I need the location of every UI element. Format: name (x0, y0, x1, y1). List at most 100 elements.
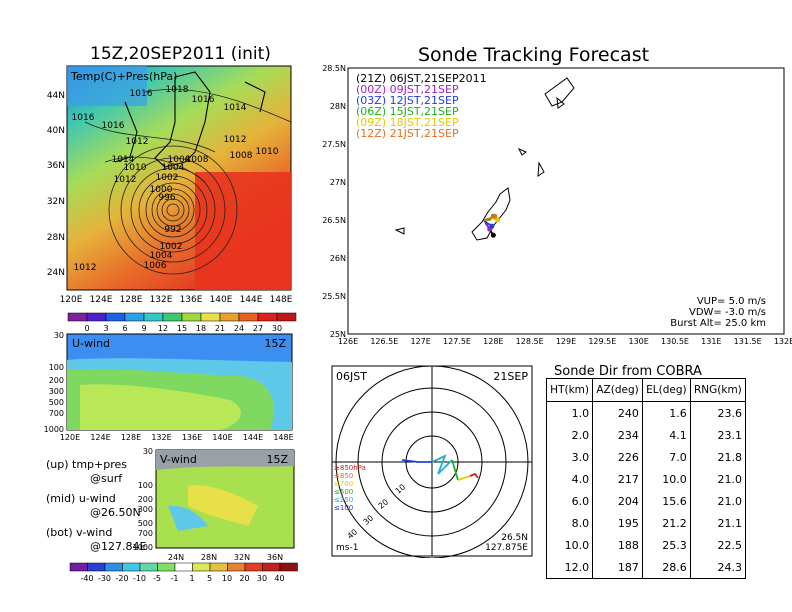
u-lon-tick: 144E (243, 433, 263, 442)
polar-level-label: ≤250 (334, 496, 353, 504)
u-level-tick: 300 (49, 387, 64, 396)
pressure-label: 1016 (192, 95, 215, 105)
temp-scale-label: 15 (177, 324, 187, 333)
track-legend-entry: (03Z) 12JST,21SEP (356, 94, 459, 107)
pressure-label: 1010 (124, 163, 147, 173)
wind-scale-label: 5 (207, 574, 212, 583)
table-title: Sonde Dir from COBRA (554, 364, 702, 379)
track-lat-tick: 28N (330, 102, 346, 111)
track-legend-entry: (21Z) 06JST,21SEP2011 (356, 72, 487, 85)
wind-scale-label: -5 (153, 574, 161, 583)
u-wind-time: 15Z (264, 337, 286, 350)
v-level-tick: 1000 (133, 543, 153, 552)
temp-scale-label: 24 (234, 324, 244, 333)
table-cell: 195 (592, 512, 643, 534)
vup-param: VUP= 5.0 m/s (697, 296, 766, 307)
wind-scale-label: 10 (222, 574, 232, 583)
track-lon-tick: 128E (483, 337, 503, 346)
v-lat-tick: 28N (201, 553, 217, 562)
pressure-label: 1012 (114, 175, 137, 185)
wind-scale-label: -20 (115, 574, 128, 583)
track-lon-tick: 129E (556, 337, 576, 346)
temp-scale-label: 12 (158, 324, 168, 333)
temp-scale-label: 6 (122, 324, 127, 333)
wind-color-swatch (209, 562, 228, 572)
temp-scale-label: 21 (215, 324, 225, 333)
u-lon-tick: 140E (212, 433, 232, 442)
u-level-tick: 30 (54, 331, 64, 340)
polar-lon: 127.875E (485, 543, 528, 553)
map-lon-tick: 128E (120, 295, 143, 305)
table-cell: 22.5 (689, 534, 747, 556)
temp-scale-label: 30 (272, 324, 282, 333)
track-endpoint (489, 223, 495, 229)
wind-color-swatch (174, 562, 193, 572)
u-wind-panel: 30 100 200 300 500 700 1000 120E 124E 128E 132E 13… (44, 331, 294, 442)
wind-scale-label: -10 (133, 574, 146, 583)
polar-lat: 26.5N (501, 533, 528, 543)
u-lon-tick: 148E (273, 433, 293, 442)
temp-color-swatch (162, 312, 183, 322)
temp-color-swatch (219, 312, 240, 322)
track-lat-tick: 28.5N (322, 64, 346, 73)
track-lon-tick: 129.5E (588, 337, 616, 346)
temp-scale-label: 3 (103, 324, 108, 333)
wind-colorbar: -40 -30 -20 -10 -5 -1 1 5 10 20 30 40 (69, 562, 298, 583)
v-wind-label: V-wind (160, 453, 197, 466)
table-cell: 21.2 (641, 512, 691, 534)
pressure-label: 1002 (156, 173, 179, 183)
pressure-label: 1014 (224, 103, 247, 113)
map-lon-tick: 140E (210, 295, 233, 305)
v-level-tick: 30 (143, 447, 153, 456)
u-wind-label: U-wind (72, 337, 110, 350)
map-lat-tick: 40N (47, 126, 65, 136)
u-level-tick: 1000 (44, 425, 64, 434)
table-cell: 6.0 (545, 490, 594, 512)
pressure-label: 1016 (130, 89, 153, 99)
table-cell: 12.0 (545, 556, 594, 579)
track-legend-entry: (00Z) 09JST,21SEP (356, 83, 459, 96)
pressure-label: 1010 (256, 147, 279, 157)
u-level-tick: 500 (49, 398, 64, 407)
wind-scale-label: 30 (257, 574, 267, 583)
temp-scale-label: 18 (196, 324, 206, 333)
table-cell: 28.6 (641, 556, 691, 579)
table-cell: 24.3 (689, 556, 747, 579)
table-cell: 7.0 (641, 446, 691, 468)
pressure-label: 1000 (150, 185, 173, 195)
track-lon-tick: 128.5E (516, 337, 544, 346)
wind-scale-label: -40 (80, 574, 93, 583)
table-row: 2.0 234 4.1 23.1 (545, 424, 747, 446)
sonde-tracking-map: 28.5N 28N 27.5N 27N 26.5N 26N 25.5N 25N 126E 126… (322, 64, 792, 346)
polar-unit: ms-1 (336, 543, 358, 553)
temp-color-swatch (257, 312, 278, 322)
wind-color-swatch (192, 562, 211, 572)
island-amami (544, 77, 575, 107)
map-lon-tick: 132E (150, 295, 173, 305)
table-cell: 21.8 (689, 446, 747, 468)
table-cell: 240 (592, 401, 643, 424)
map-lat-tick: 44N (47, 91, 65, 101)
polar-level-label: ≤100 (334, 504, 353, 512)
temp-color-swatch (124, 312, 145, 322)
v-level-tick: 100 (138, 481, 153, 490)
u-level-tick: 200 (49, 376, 64, 385)
table-cell: 234 (592, 424, 643, 446)
wind-color-swatch (157, 562, 176, 572)
temp-color-swatch (86, 312, 107, 322)
pressure-label: 1004 (150, 251, 173, 261)
table-cell: 226 (592, 446, 643, 468)
pressure-label: 1012 (126, 137, 149, 147)
pressure-label: 992 (164, 225, 181, 235)
wind-scale-label: 40 (274, 574, 284, 583)
wind-color-swatch (139, 562, 158, 572)
track-lon-tick: 127.5E (443, 337, 471, 346)
table-cell: 1.0 (545, 401, 594, 424)
table-cell: 23.6 (689, 401, 747, 424)
v-wind-time: 15Z (266, 453, 288, 466)
table-cell: 10.0 (545, 534, 594, 556)
polar-level-label: ≤700 (334, 480, 353, 488)
track-lon-tick: 131.5E (734, 337, 762, 346)
pressure-label: 1016 (102, 121, 125, 131)
